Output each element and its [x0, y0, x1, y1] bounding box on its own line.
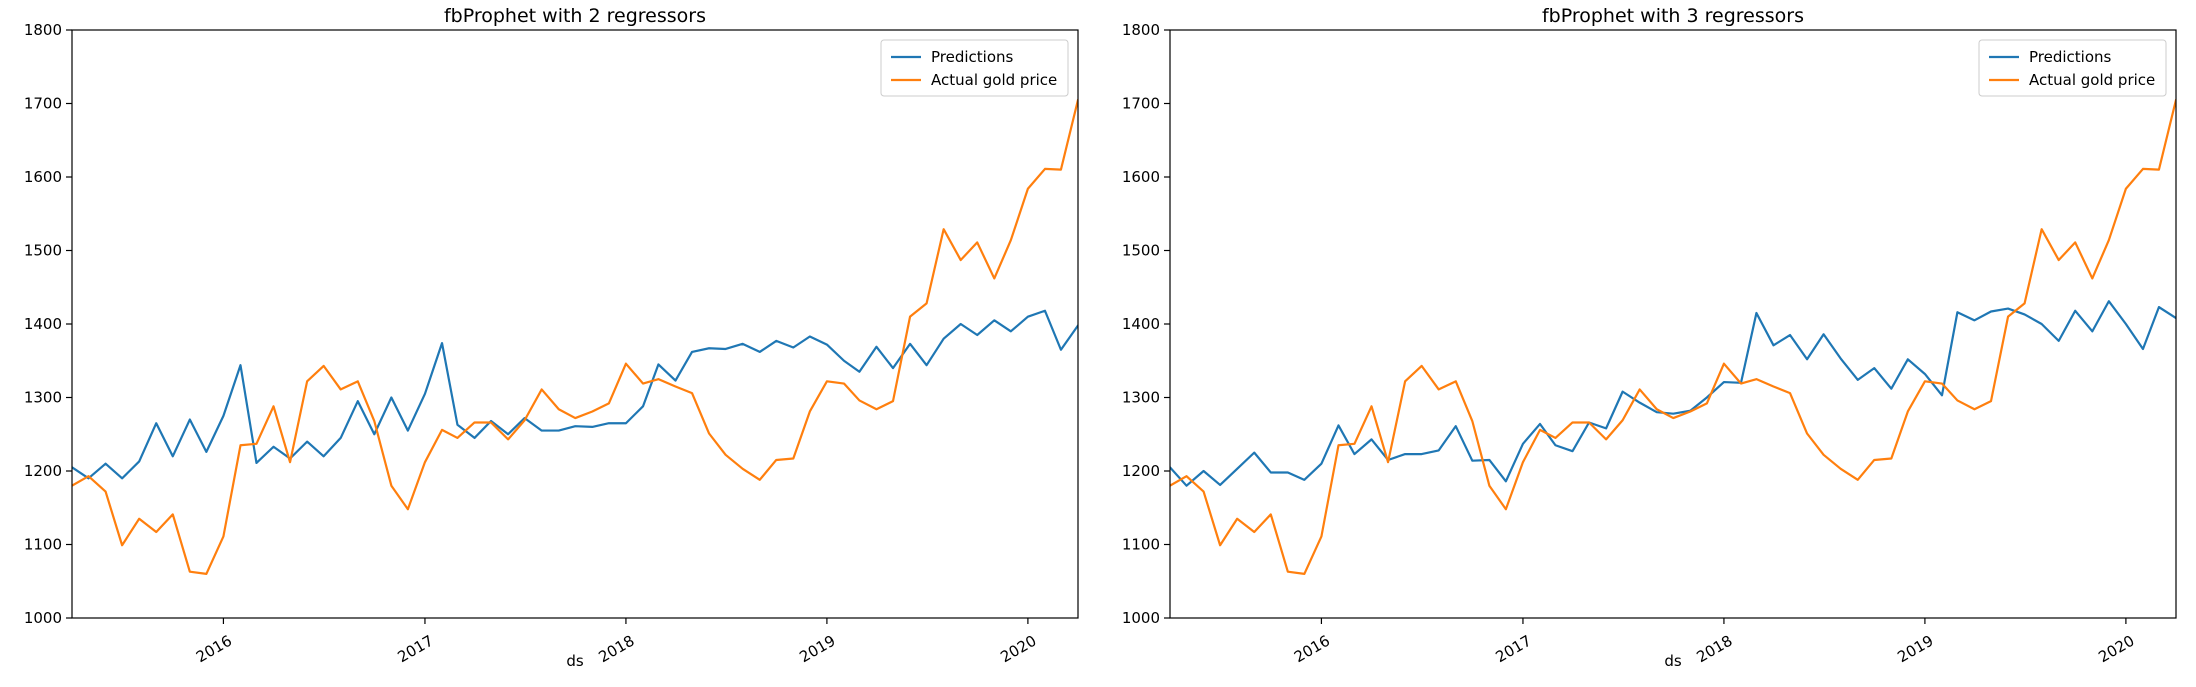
y-tick-label: 1700 — [24, 95, 62, 113]
axes-frame — [1169, 29, 2177, 619]
y-tick-label: 1500 — [24, 242, 62, 260]
y-tick-label: 1100 — [1122, 536, 1160, 554]
x-tick-label: 2020 — [2095, 632, 2137, 667]
plot-area — [1170, 98, 2176, 576]
chart-panel-3-regressors: fbProphet with 3 regressors 1000 1100 1200 1… — [1098, 0, 2196, 687]
y-tick-label: 1400 — [1122, 315, 1160, 333]
y-tick-label: 1000 — [24, 609, 62, 627]
legend-label: Predictions — [2029, 48, 2112, 66]
x-tick-label: 2017 — [1492, 632, 1534, 667]
x-tick-label: 2018 — [1693, 632, 1735, 667]
legend: Predictions Actual gold price — [880, 39, 1069, 97]
legend-label: Actual gold price — [2029, 71, 2155, 89]
legend: Predictions Actual gold price — [1978, 39, 2167, 97]
y-tick-label: 1300 — [1122, 389, 1160, 407]
legend-label: Predictions — [931, 48, 1014, 66]
x-tick-label: 2016 — [1291, 632, 1333, 667]
x-tick-label: 2018 — [595, 632, 637, 667]
plot-area — [72, 98, 1078, 576]
y-tick-label: 1800 — [24, 21, 62, 39]
y-tick-label: 1200 — [1122, 462, 1160, 480]
chart-title: fbProphet with 2 regressors — [444, 5, 706, 27]
y-tick-label: 1700 — [1122, 95, 1160, 113]
y-tick-label: 1400 — [24, 315, 62, 333]
axes-frame — [71, 29, 1079, 619]
chart-svg: fbProphet with 3 regressors 1000 1100 1200 1… — [1122, 5, 2177, 670]
y-tick-label: 1800 — [1122, 21, 1160, 39]
y-tick-label: 1200 — [24, 462, 62, 480]
x-tick-label: 2017 — [394, 632, 436, 667]
y-tick-label: 1100 — [24, 536, 62, 554]
legend-label: Actual gold price — [931, 71, 1057, 89]
x-tick-label: 2020 — [997, 632, 1039, 667]
chart-panel-2-regressors: fbProphet with 2 regressors 1000 1100 1200 1… — [24, 5, 1079, 670]
series-line-predictions — [72, 309, 1078, 480]
x-axis-label: ds — [1664, 652, 1682, 670]
y-tick-label: 1300 — [24, 389, 62, 407]
x-axis-label: ds — [566, 652, 584, 670]
series-line-predictions — [1170, 300, 2176, 487]
chart-title: fbProphet with 3 regressors — [1542, 5, 1804, 27]
series-line-actual-gold-price — [1170, 98, 2176, 576]
x-tick-label: 2019 — [796, 632, 838, 667]
x-tick-label: 2019 — [1894, 632, 1936, 667]
chart-svg: fbProphet with 2 regressors 1000 1100 1200 1… — [24, 5, 1079, 670]
y-tick-label: 1500 — [1122, 242, 1160, 260]
x-tick-label: 2016 — [193, 632, 235, 667]
series-line-actual-gold-price — [72, 98, 1078, 576]
y-tick-label: 1600 — [1122, 168, 1160, 186]
y-tick-label: 1000 — [1122, 609, 1160, 627]
y-tick-label: 1600 — [24, 168, 62, 186]
